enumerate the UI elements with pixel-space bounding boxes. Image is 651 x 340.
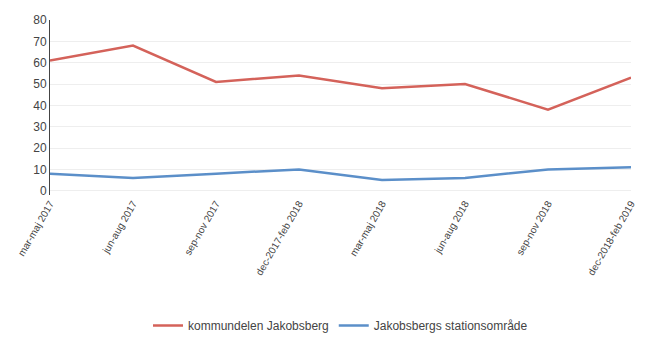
svg-text:sep-nov 2017: sep-nov 2017: [182, 199, 222, 257]
svg-text:mar-maj 2018: mar-maj 2018: [348, 199, 389, 258]
svg-text:jun-aug 2018: jun-aug 2018: [432, 199, 471, 256]
svg-text:kommundelen Jakobsberg: kommundelen Jakobsberg: [188, 319, 329, 333]
svg-text:70: 70: [33, 35, 47, 49]
svg-text:mar-maj 2017: mar-maj 2017: [16, 199, 57, 258]
svg-text:0: 0: [40, 184, 47, 198]
svg-text:60: 60: [33, 56, 47, 70]
svg-text:Jakobsbergs stationsområde: Jakobsbergs stationsområde: [374, 319, 528, 333]
svg-text:10: 10: [33, 163, 47, 177]
svg-text:dec-2018-feb 2019: dec-2018-feb 2019: [586, 199, 638, 278]
svg-text:40: 40: [33, 99, 47, 113]
svg-text:sep-nov 2018: sep-nov 2018: [514, 199, 554, 257]
svg-text:50: 50: [33, 77, 47, 91]
svg-text:30: 30: [33, 120, 47, 134]
svg-text:20: 20: [33, 141, 47, 155]
svg-text:jun-aug 2017: jun-aug 2017: [100, 199, 139, 256]
svg-text:80: 80: [33, 13, 47, 27]
svg-text:dec-2017-feb 2018: dec-2017-feb 2018: [254, 199, 306, 278]
